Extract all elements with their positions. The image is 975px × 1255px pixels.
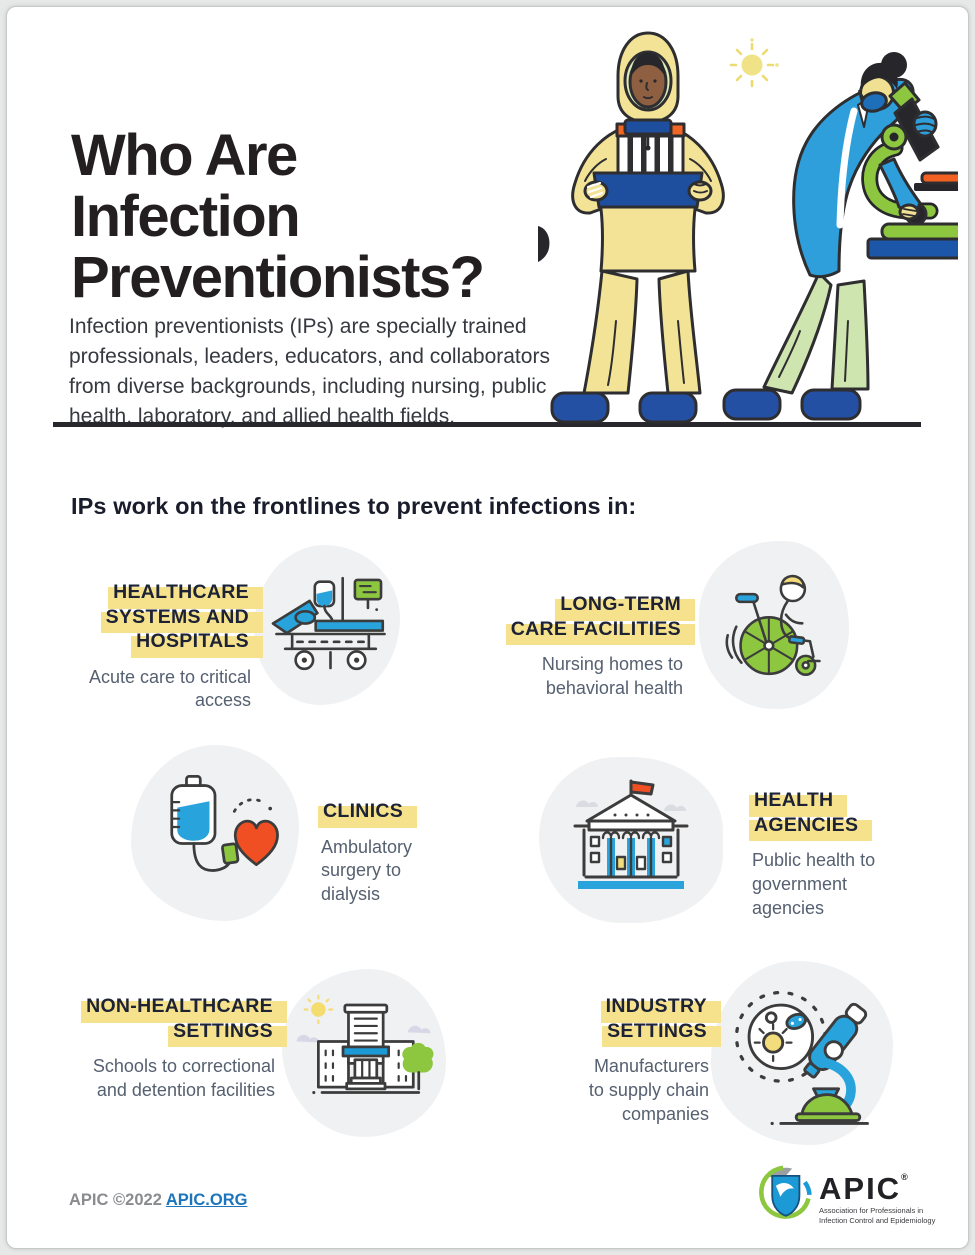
wheelchair-icon <box>725 574 821 676</box>
title-line: Preventionists? <box>71 244 485 310</box>
category-title: LONG-TERM CARE FACILITIES <box>505 593 696 645</box>
title-line: Who Are <box>71 122 298 188</box>
category-clinics: CLINICS Ambulatory surgery to dialysis <box>317 798 463 907</box>
category-healthcare-systems: HEALTHCARE SYSTEMS AND HOSPITALS Acute c… <box>59 579 264 713</box>
apic-org-link[interactable]: APIC.ORG <box>165 1191 248 1209</box>
apic-logo: APIC® Association for Professionals in I… <box>755 1163 935 1226</box>
sun-icon <box>729 38 779 88</box>
hazmat-scientist <box>550 31 725 424</box>
category-icon-blob <box>539 757 723 923</box>
category-subtitle: Acute care to critical access <box>88 666 251 711</box>
government-building-icon <box>573 779 689 889</box>
document-page: Who Are Infection Preventionists? Infect… <box>6 6 969 1249</box>
category-title: HEALTHCARE SYSTEMS AND HOSPITALS <box>100 581 264 657</box>
apic-wordmark: APIC® <box>819 1171 910 1206</box>
microscope-petri-icon <box>734 990 869 1125</box>
category-icon-blob <box>282 969 446 1137</box>
category-icon-blob <box>699 541 849 709</box>
page-title: Who Are Infection Preventionists? <box>71 122 485 310</box>
copyright-text: APIC ©2022 <box>69 1191 162 1209</box>
category-subtitle: Schools to correctional and detention fa… <box>92 1056 275 1100</box>
category-icon-blob <box>711 961 893 1145</box>
category-subtitle: Nursing homes to behavioral health <box>541 654 683 698</box>
category-subtitle: Public health to government agencies <box>752 850 876 918</box>
category-subtitle: Ambulatory surgery to dialysis <box>321 836 413 905</box>
title-line: Infection <box>71 183 301 249</box>
category-subtitle: Manufacturers to supply chain companies <box>588 1056 709 1124</box>
apic-logo-text: APIC® Association for Professionals in I… <box>819 1163 935 1226</box>
section-divider <box>53 422 921 427</box>
category-icon-blob <box>131 745 299 921</box>
category-industry: INDUSTRY SETTINGS Manufacturers to suppl… <box>581 993 722 1127</box>
category-title: HEALTH AGENCIES <box>748 789 873 841</box>
category-icon-blob <box>254 545 400 705</box>
hero-illustration <box>538 31 958 424</box>
category-title: NON-HEALTHCARE SETTINGS <box>81 995 287 1047</box>
iv-bag-heart-icon <box>170 774 279 872</box>
apic-shield-icon <box>759 1165 812 1219</box>
school-building-icon <box>296 994 434 1094</box>
footer-copyright-row: APIC ©2022 APIC.ORG <box>69 1191 247 1210</box>
apic-tagline: Association for Professionals in Infecti… <box>819 1206 936 1226</box>
category-title: INDUSTRY SETTINGS <box>600 995 722 1047</box>
category-health-agencies: HEALTH AGENCIES Public health to governm… <box>748 787 894 921</box>
category-long-term-care: LONG-TERM CARE FACILITIES Nursing homes … <box>491 591 696 701</box>
hospital-bed-icon <box>271 576 386 670</box>
category-non-healthcare: NON-HEALTHCARE SETTINGS Schools to corre… <box>73 993 287 1103</box>
intro-paragraph: Infection preventionists (IPs) are speci… <box>69 315 550 429</box>
section-heading: IPs work on the frontlines to prevent in… <box>71 492 637 519</box>
category-title: CLINICS <box>317 800 418 827</box>
microscope-scientist <box>722 52 958 421</box>
